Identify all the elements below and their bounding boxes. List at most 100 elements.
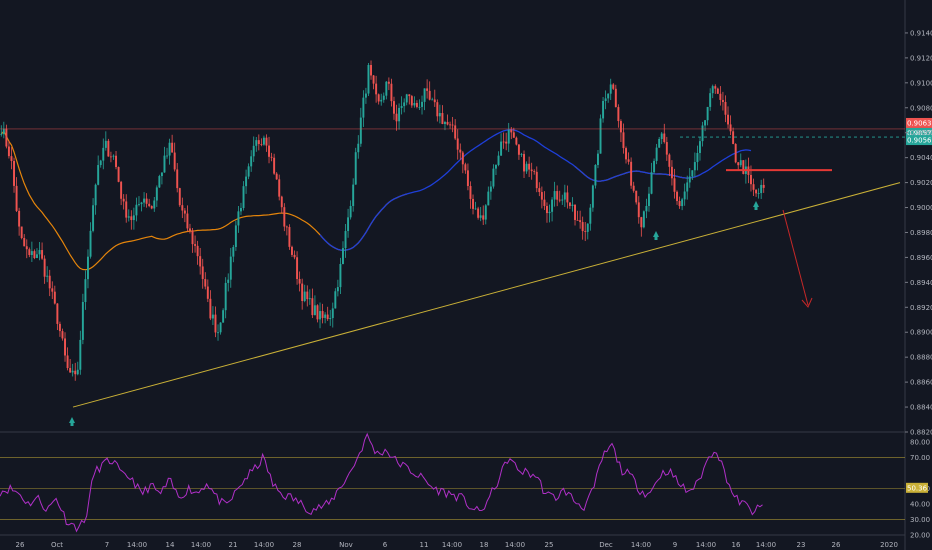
candle-body [33,251,36,259]
candle-body [597,153,599,165]
y-tick-label: 0.89400 [910,279,932,287]
candle-body [66,355,69,369]
candle-body [301,283,304,302]
candle-body [609,84,612,94]
candle-body [563,192,566,200]
candle-body [58,323,61,332]
candle-body [222,310,225,323]
candles [0,60,765,381]
candle-body [36,254,38,259]
candle-body [120,181,123,199]
candle-body [510,129,513,133]
candle-body [160,172,163,177]
bounce-arrow-up-icon [69,417,75,423]
candle-body [250,156,253,167]
candle-body [699,141,701,153]
candle-body [382,95,385,100]
candle-body [464,164,467,171]
candle-body [326,314,329,320]
candle-body [385,81,388,96]
rsi-badge [906,482,928,493]
candle-body [69,368,72,373]
candle-body [737,162,740,166]
candle-body [688,176,691,183]
candle-body [474,208,477,210]
x-tick-label: 28 [293,541,302,549]
candle-body [229,256,232,280]
candle-body [275,173,278,180]
candle-body [342,248,344,264]
candle-body [617,107,620,122]
candle-body [653,160,656,173]
candle-body [140,202,143,205]
candle-body [153,200,156,209]
candle-body [76,369,79,375]
bounce-arrow-up-icon [753,201,759,207]
candle-body [201,266,204,280]
candle-body [716,88,719,94]
candle-body [642,211,645,228]
candle-body [589,207,592,224]
candle-body [87,256,89,280]
candle-body [130,216,133,221]
y-tick-label: 0.90200 [910,179,932,187]
x-tick-label: 14:00 [505,541,525,549]
candle-body [183,210,186,214]
candle-body [48,275,51,289]
candle-body [670,166,673,179]
candle-body [245,176,248,187]
candle-body [750,174,752,185]
ma-orange-line-2 [574,166,701,182]
candle-body [41,250,44,259]
candle-body [262,137,265,145]
candle-body [658,138,661,148]
candle-body [97,165,100,185]
x-tick-label: 14:00 [127,541,147,549]
candle-body [619,121,622,133]
candle-body [512,132,515,138]
forecast-arrow [782,209,813,308]
price-badge [906,117,932,128]
x-tick-label: Oct [51,541,63,549]
candle-body [64,338,66,356]
candle-body [324,314,327,318]
candle-body [331,308,334,319]
trendline [72,182,901,408]
candle-body [20,226,23,239]
candle-body [158,176,161,188]
x-tick-label: 14:00 [191,541,211,549]
candle-body [242,186,245,209]
y-axis-price: 0.91400 0.91200 0.91000 0.90800 0.90600 0.904… [905,29,932,437]
candle-body [630,161,633,186]
candle-body [640,217,643,228]
x-tick-label: 11 [420,541,429,549]
x-tick-label: 23 [797,541,806,549]
candle-body [602,101,605,119]
candle-body [548,211,551,214]
candle-body [721,99,724,102]
candle-body [74,370,77,375]
candle-body [56,303,59,324]
candle-body [711,86,714,94]
y-tick-label: 0.90400 [910,154,932,162]
candle-body [487,191,490,206]
x-tick-label: 18 [480,541,489,549]
candle-body [502,141,505,143]
price-badge [906,135,932,146]
candle-body [732,131,735,144]
candle-body [734,143,737,163]
candle-body [298,279,301,284]
candle-body [43,258,46,277]
candle-body [530,169,533,172]
candle-body [551,199,554,212]
candle-body [660,133,663,139]
candle-body [528,163,531,170]
candle-body [234,225,237,248]
candle-body [71,370,74,373]
candle-body [632,185,635,191]
rsi-tick-label: 30.00 [910,516,930,524]
candle-body [436,102,439,117]
candle-body [449,124,452,126]
candle-body [579,220,582,223]
